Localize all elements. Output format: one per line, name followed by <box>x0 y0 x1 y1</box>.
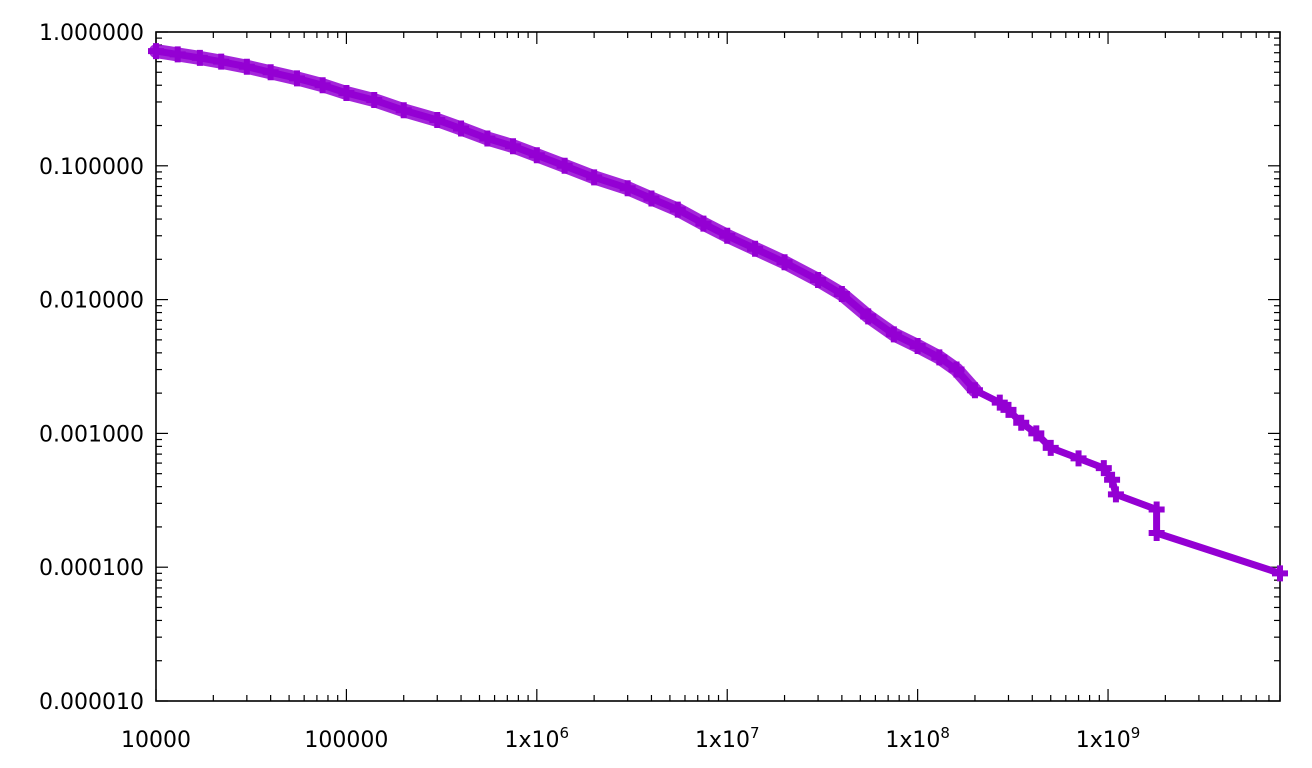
data-point-marker <box>213 53 230 70</box>
x-tick-label-exponent: 7 <box>750 724 760 742</box>
x-tick-label: 10000 <box>121 728 191 753</box>
data-point-marker <box>1107 486 1124 503</box>
x-tick-label: 100000 <box>304 728 388 753</box>
x-tick-label: 1x108 <box>885 724 950 753</box>
data-point-marker <box>288 70 305 87</box>
y-tick-label: 1.000000 <box>39 21 144 46</box>
data-point-marker <box>505 138 522 155</box>
data-point-marker <box>1148 501 1165 518</box>
tick-labels: 1.000000 0.100000 0.010000 0.001000 0.000100… <box>39 21 1140 753</box>
data-point-marker <box>1104 471 1121 488</box>
data-point-marker <box>1272 565 1288 582</box>
data-point-marker <box>860 308 877 325</box>
data-point-marker <box>314 77 331 94</box>
data-point-marker <box>991 394 1008 411</box>
x-tick-label-exponent: 9 <box>1131 724 1141 742</box>
data-point-marker <box>966 382 983 399</box>
y-tick-label: 0.000010 <box>39 690 144 715</box>
data-point-marker <box>262 64 279 81</box>
y-tick-label: 0.100000 <box>39 155 144 180</box>
data-point-marker <box>885 326 902 343</box>
x-tick-label-exponent: 6 <box>560 724 570 742</box>
data-point-marker <box>366 92 383 109</box>
data-point-marker <box>1148 525 1165 542</box>
x-tick-label: 1x109 <box>1076 724 1141 753</box>
data-point-marker <box>1013 414 1030 431</box>
tick-marks <box>155 31 1281 702</box>
data-point-marker <box>810 272 827 289</box>
data-point-marker <box>931 349 948 366</box>
data-point-marker <box>1070 450 1087 467</box>
series-band <box>149 44 982 398</box>
data-point-marker <box>429 111 446 128</box>
data-point-marker <box>528 147 545 164</box>
x-tick-label-base: 10000 <box>121 728 191 753</box>
x-tick-label-base: 1x10 <box>695 728 750 753</box>
data-point-marker <box>776 254 793 271</box>
data-point-marker <box>1042 439 1059 456</box>
series-1 <box>148 43 1288 582</box>
data-point-marker <box>643 190 660 207</box>
data-point-marker <box>148 43 164 60</box>
data-point-marker <box>395 102 412 119</box>
x-tick-label-base: 1x10 <box>505 728 560 753</box>
data-point-marker <box>169 46 186 63</box>
data-point-marker <box>833 286 850 303</box>
data-point-marker <box>1000 401 1017 418</box>
data-point-marker <box>453 120 470 137</box>
data-point-marker <box>1095 460 1112 477</box>
data-point-marker <box>1028 425 1045 442</box>
y-tick-label: 0.000100 <box>39 556 144 581</box>
x-tick-label: 1x107 <box>695 724 760 753</box>
data-point-marker <box>669 201 686 218</box>
x-tick-label-exponent: 8 <box>940 724 950 742</box>
plot-frame <box>155 31 1281 702</box>
x-tick-label-base: 1x10 <box>885 728 940 753</box>
data-point-marker <box>586 169 603 186</box>
data-point-marker <box>909 338 926 354</box>
x-tick-label-base: 100000 <box>304 728 388 753</box>
data-point-marker <box>191 49 208 66</box>
y-tick-label: 0.010000 <box>39 289 144 314</box>
data-point-marker <box>238 58 255 75</box>
data-point-marker <box>747 240 764 257</box>
data-point-marker <box>619 180 636 197</box>
data-point-marker <box>719 227 736 244</box>
data-point-marker <box>948 361 965 378</box>
data-point-marker <box>556 157 573 174</box>
data-point-marker <box>479 130 496 147</box>
x-tick-label-base: 1x10 <box>1076 728 1131 753</box>
data-point-marker <box>695 215 712 232</box>
y-tick-label: 0.001000 <box>39 422 144 447</box>
data-point-marker <box>338 85 355 102</box>
x-tick-label: 1x106 <box>505 724 570 753</box>
